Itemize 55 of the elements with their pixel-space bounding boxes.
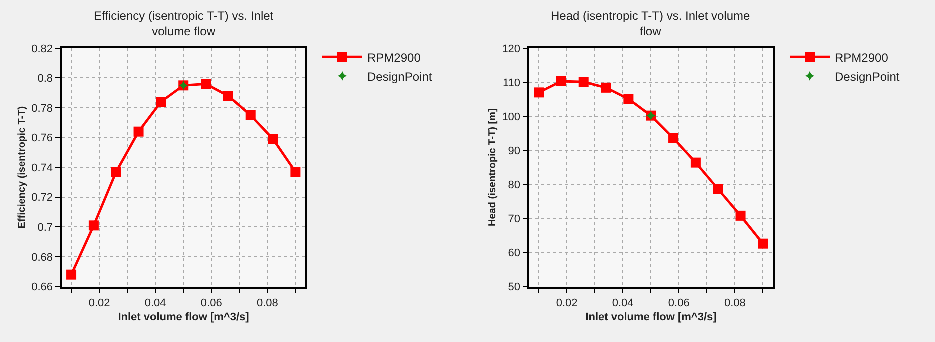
y-tick-label: 0.82	[32, 43, 54, 56]
y-tick-label: 0.74	[32, 162, 54, 174]
y-tick-label: 90	[508, 145, 521, 158]
x-tick-label: 0.08	[256, 298, 278, 310]
y-tick-label: 50	[508, 282, 521, 294]
y-tick-label: 70	[508, 214, 521, 226]
point	[601, 82, 612, 93]
x-tick-label: 0.04	[144, 298, 166, 310]
y-tick-label: 0.66	[32, 282, 54, 294]
legend-label: RPM2900	[835, 50, 889, 65]
point	[556, 76, 566, 86]
y-tick-label: 0.8	[38, 73, 54, 86]
point	[578, 77, 589, 88]
chart-title: Efficiency (isentropic T-T) vs. Inlet volume flow	[94, 9, 274, 39]
point	[88, 220, 99, 231]
legend-label: DesignPoint	[368, 70, 433, 84]
x-axis-title: Inlet volume flow [m^3/s]	[118, 311, 250, 324]
point	[156, 97, 166, 108]
point	[736, 210, 746, 221]
x-tick-label: 0.02	[556, 298, 578, 310]
y-axis-title: Efficiency (isentropic T-T)	[17, 106, 28, 229]
y-tick-label: 0.76	[32, 132, 54, 145]
y-tick-label: 60	[508, 248, 521, 260]
legend-label: DesignPoint	[835, 70, 900, 84]
point	[534, 88, 544, 98]
y-tick-label: 120	[502, 43, 521, 56]
point	[290, 167, 301, 178]
x-tick-label: 0.02	[88, 298, 110, 310]
point	[134, 126, 144, 137]
chart-title: Head (isentropic T-T) vs. Inlet volume flow	[551, 9, 751, 39]
point	[66, 270, 77, 280]
point	[201, 79, 212, 90]
x-tick-label: 0.06	[200, 298, 222, 310]
y-axis-title: Head (isentropic T-T) [m]	[488, 108, 499, 226]
point	[111, 167, 122, 178]
y-tick-label: 0.78	[32, 102, 54, 115]
y-tick-label: 80	[508, 179, 521, 192]
x-tick-label: 0.08	[724, 298, 746, 310]
point	[246, 110, 256, 120]
point	[223, 91, 234, 102]
y-tick-label: 100	[502, 111, 521, 124]
point	[758, 238, 768, 249]
x-axis-title: Inlet volume flow [m^3/s]	[586, 311, 718, 324]
x-tick-label: 0.04	[612, 298, 634, 310]
y-tick-label: 0.68	[32, 252, 54, 264]
point	[624, 94, 634, 104]
y-tick-label: 110	[503, 77, 521, 90]
point	[713, 184, 724, 194]
y-tick-label: 0.72	[32, 192, 54, 204]
point	[668, 133, 679, 144]
point	[690, 158, 701, 168]
x-tick-label: 0.06	[668, 298, 690, 310]
point	[268, 134, 278, 144]
y-tick-label: 0.7	[38, 222, 54, 234]
legend-label: RPM2900	[368, 50, 422, 65]
